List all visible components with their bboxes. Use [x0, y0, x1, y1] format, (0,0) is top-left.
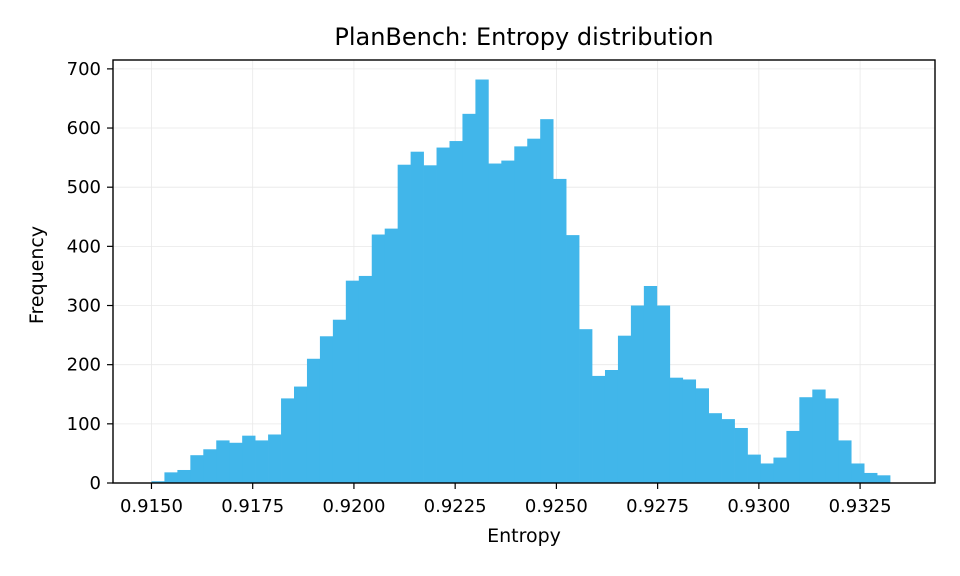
histogram-bar	[410, 151, 424, 484]
y-tick-label: 400	[67, 236, 101, 257]
histogram-bar	[229, 442, 243, 483]
histogram-bar	[294, 386, 308, 483]
histogram-bar	[242, 435, 256, 483]
histogram-bar	[177, 469, 191, 483]
x-tick-label: 0.9300	[727, 496, 790, 517]
x-axis-ticks: 0.9150 0.9175 0.9200 0.9225 0.9250 0.9275 0.93…	[120, 483, 892, 517]
histogram-bar	[475, 79, 489, 484]
histogram-bar	[579, 329, 593, 483]
histogram-bar	[449, 141, 463, 483]
histogram-bar	[825, 398, 839, 483]
histogram-bar	[734, 427, 748, 483]
histogram-bar	[838, 440, 852, 483]
histogram-bar	[216, 440, 230, 483]
histogram-bar	[708, 413, 722, 483]
x-tick-label: 0.9225	[424, 496, 487, 517]
histogram-bar	[566, 235, 580, 483]
histogram-bar	[851, 463, 865, 483]
histogram-bar	[592, 375, 606, 483]
histogram-bar	[190, 455, 204, 483]
histogram-bar	[306, 358, 321, 483]
histogram-bars	[151, 79, 891, 484]
x-tick-label: 0.9175	[221, 496, 284, 517]
histogram-bar	[786, 430, 800, 483]
histogram-bar	[630, 305, 645, 483]
histogram-bar	[864, 472, 878, 483]
histogram-bar	[281, 398, 295, 483]
x-tick-label: 0.9275	[626, 496, 689, 517]
histogram-bar	[345, 280, 360, 483]
histogram-bar	[203, 449, 217, 483]
histogram-bar	[617, 335, 632, 483]
histogram-bar	[151, 481, 165, 483]
histogram-bar	[164, 472, 178, 483]
histogram-bar	[669, 377, 684, 483]
y-tick-label: 600	[67, 118, 101, 139]
histogram-bar	[760, 463, 774, 483]
y-axis-ticks: 0 100 200 300 400 500 600 700	[67, 59, 113, 494]
histogram-bar	[332, 319, 347, 483]
plot-frame	[112, 59, 936, 484]
histogram-bar	[656, 305, 671, 483]
y-axis-label: Frequency	[26, 226, 48, 324]
histogram-bar	[747, 454, 761, 483]
histogram-bar	[721, 419, 735, 483]
histogram-bar	[527, 138, 541, 484]
histogram-bar	[397, 164, 411, 483]
histogram-bar	[423, 165, 437, 484]
chart-title: PlanBench: Entropy distribution	[334, 23, 713, 51]
histogram-bar	[877, 475, 891, 483]
y-tick-label: 0	[90, 473, 101, 494]
histogram-bar	[488, 163, 502, 483]
histogram-bar	[604, 370, 619, 483]
histogram-bar	[268, 434, 282, 483]
histogram-bar	[812, 389, 826, 483]
histogram-bar	[514, 146, 528, 484]
histogram-bar	[358, 275, 373, 483]
histogram-bar	[799, 397, 813, 483]
histogram-bar	[255, 440, 269, 483]
histogram-bar	[371, 234, 386, 483]
y-tick-label: 100	[67, 414, 101, 435]
histogram-bar	[553, 178, 567, 484]
y-tick-label: 300	[67, 296, 101, 317]
x-tick-label: 0.9150	[120, 496, 183, 517]
histogram-bar	[682, 379, 697, 483]
histogram-bar	[462, 113, 476, 483]
histogram-bar	[643, 285, 658, 483]
y-tick-label: 200	[67, 355, 101, 376]
y-tick-label: 700	[67, 59, 101, 80]
histogram-bar	[319, 336, 334, 483]
histogram-bar	[384, 228, 399, 483]
x-tick-label: 0.9250	[525, 496, 588, 517]
x-tick-label: 0.9325	[829, 496, 892, 517]
histogram-bar	[695, 388, 709, 483]
y-tick-label: 500	[67, 177, 101, 198]
x-axis-label: Entropy	[487, 525, 561, 547]
histogram-bar	[773, 457, 787, 483]
histogram-bar	[436, 147, 450, 483]
histogram-bar	[540, 119, 554, 484]
x-tick-label: 0.9200	[322, 496, 385, 517]
histogram-bar	[501, 160, 515, 483]
